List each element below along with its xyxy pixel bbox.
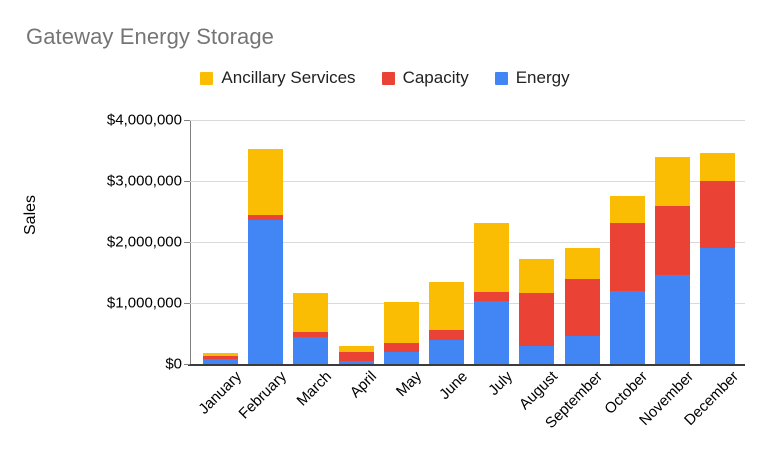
bar-segment-ancillary-services[interactable] [564, 248, 600, 280]
gridline [190, 181, 745, 182]
bar-segment-capacity[interactable] [383, 342, 419, 352]
bar-segment-capacity[interactable] [474, 292, 510, 302]
bar-segment-energy[interactable] [474, 301, 510, 364]
bar-segment-ancillary-services[interactable] [655, 157, 690, 207]
legend-label: Ancillary Services [221, 68, 356, 87]
legend-swatch-icon [494, 71, 508, 85]
bar-segment-ancillary-services[interactable] [700, 152, 736, 182]
chart-title: Gateway Energy Storage [26, 24, 275, 49]
x-axis-tick-label: June [435, 368, 471, 404]
bar-segment-capacity[interactable] [609, 223, 645, 291]
gridline [190, 303, 745, 304]
legend-swatch-icon [200, 71, 214, 85]
bar-december[interactable] [700, 152, 736, 364]
bar-june[interactable] [429, 282, 464, 364]
bar-segment-ancillary-services[interactable] [609, 196, 645, 224]
legend-swatch-icon [381, 71, 395, 85]
bar-segment-capacity[interactable] [564, 279, 600, 336]
bar-segment-ancillary-services[interactable] [248, 148, 284, 216]
bar-segment-ancillary-services[interactable] [338, 345, 374, 352]
legend-item-ancillary-services[interactable]: Ancillary Services [200, 68, 356, 88]
bar-segment-capacity[interactable] [429, 330, 464, 341]
bar-july[interactable] [474, 223, 510, 364]
y-axis-tick-mark [184, 120, 190, 121]
bar-segment-capacity[interactable] [248, 215, 284, 221]
x-axis-tick-label: February [235, 368, 290, 423]
bar-september[interactable] [564, 248, 600, 364]
bar-segment-energy[interactable] [248, 220, 284, 364]
bar-segment-capacity[interactable] [519, 292, 555, 347]
plot-area [184, 120, 745, 366]
bar-august[interactable] [519, 259, 555, 364]
bar-segment-energy[interactable] [564, 335, 600, 364]
bar-segment-energy[interactable] [203, 359, 238, 364]
chart-legend: Ancillary Services Capacity Energy [0, 68, 770, 88]
x-axis-tick-label: March [293, 368, 335, 410]
bar-october[interactable] [609, 196, 645, 364]
y-axis-tick-label: $0 [165, 355, 182, 373]
gridline [190, 242, 745, 243]
bar-segment-energy[interactable] [655, 274, 690, 364]
bar-segment-ancillary-services[interactable] [203, 353, 238, 357]
legend-item-energy[interactable]: Energy [494, 68, 570, 88]
bar-segment-energy[interactable] [338, 360, 374, 364]
legend-label: Energy [515, 68, 570, 87]
x-axis-line [188, 364, 745, 366]
bar-segment-energy[interactable] [700, 248, 736, 364]
y-axis-tick-labels: $0 $1,000,000 $2,000,000 $3,000,000 $4,000,0… [0, 112, 182, 373]
legend-label: Capacity [402, 68, 469, 87]
x-axis-tick-label: July [484, 368, 516, 399]
bar-segment-energy[interactable] [609, 290, 645, 364]
y-axis-tick-label: $1,000,000 [106, 294, 182, 312]
bar-segment-capacity[interactable] [293, 332, 329, 338]
y-axis-tick-label: $3,000,000 [106, 172, 182, 190]
x-axis-tick-label: April [346, 368, 381, 402]
bar-may[interactable] [383, 302, 419, 364]
gridline [190, 120, 745, 121]
bar-segment-ancillary-services[interactable] [383, 302, 419, 343]
bar-segment-capacity[interactable] [655, 206, 690, 275]
y-axis-tick-label: $2,000,000 [106, 233, 182, 251]
bar-segment-capacity[interactable] [700, 181, 736, 249]
bar-segment-ancillary-services[interactable] [293, 293, 329, 333]
bar-march[interactable] [293, 293, 329, 364]
y-axis-tick-mark [184, 303, 190, 304]
bar-segment-energy[interactable] [429, 340, 464, 364]
bar-segment-ancillary-services[interactable] [519, 259, 555, 293]
bar-april[interactable] [338, 345, 374, 364]
bar-segment-capacity[interactable] [338, 351, 374, 361]
x-axis-tick-label: May [393, 368, 426, 401]
y-axis-tick-mark [184, 181, 190, 182]
bar-november[interactable] [655, 157, 690, 364]
y-axis-tick-mark [184, 242, 190, 243]
y-axis-tick-label: $4,000,000 [106, 111, 182, 129]
bar-february[interactable] [248, 148, 284, 364]
bar-january[interactable] [203, 353, 238, 364]
legend-item-capacity[interactable]: Capacity [381, 68, 469, 88]
bar-segment-capacity[interactable] [203, 356, 238, 360]
bar-segment-ancillary-services[interactable] [429, 282, 464, 331]
y-axis-title: Sales [22, 194, 39, 235]
bar-segment-energy[interactable] [519, 346, 555, 364]
bar-segment-energy[interactable] [293, 337, 329, 364]
x-axis-tick-labels: January February March April May June July Augu… [190, 368, 745, 468]
bar-segment-ancillary-services[interactable] [474, 223, 510, 293]
bar-segment-energy[interactable] [383, 351, 419, 364]
y-axis-tick-mark [184, 364, 190, 365]
